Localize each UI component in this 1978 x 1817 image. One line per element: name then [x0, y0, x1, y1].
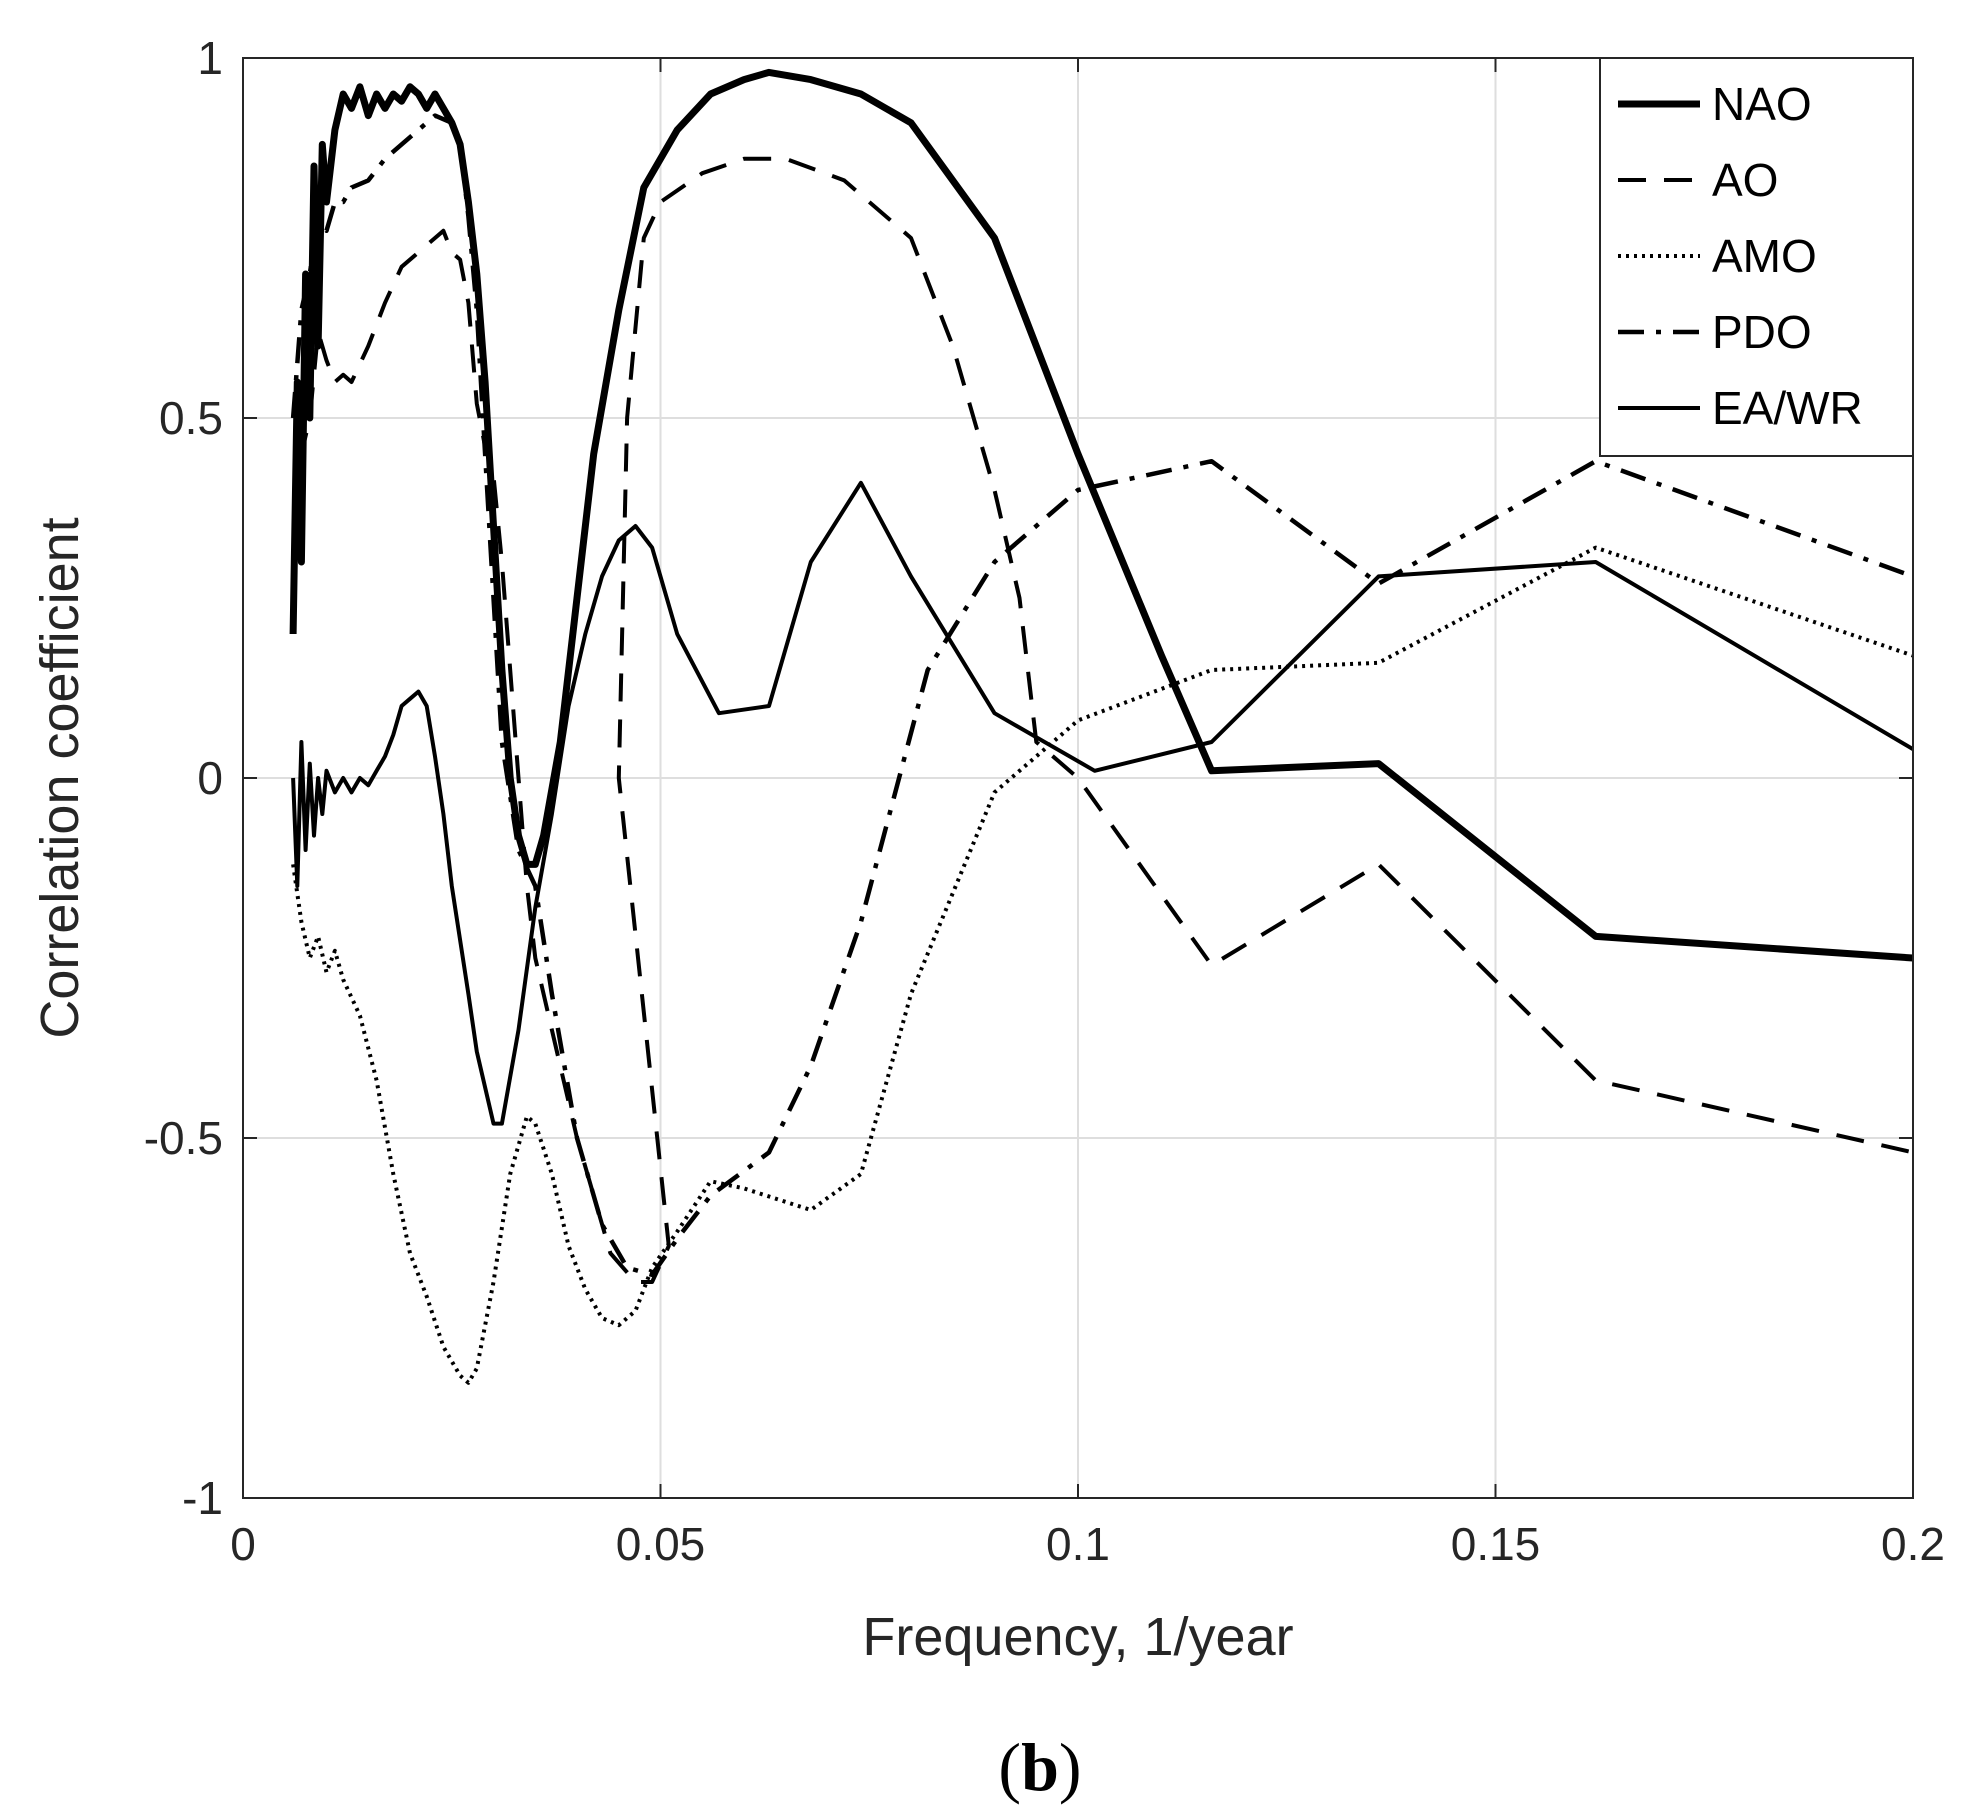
panel-label-letter: b [1021, 1729, 1059, 1805]
y-axis-ticks: -1 -0.5 0 0.5 1 [144, 32, 1913, 1524]
legend-label-amo: AMO [1712, 230, 1817, 282]
y-tick-label: 0.5 [159, 392, 223, 444]
legend: NAO AO AMO PDO EA/WR [1599, 57, 1914, 457]
legend-label-ea-wr: EA/WR [1712, 382, 1863, 434]
legend-box [1599, 57, 1914, 457]
x-tick-label: 0.05 [616, 1518, 706, 1570]
x-tick-label: 0.1 [1046, 1518, 1110, 1570]
x-tick-label: 0.2 [1881, 1518, 1945, 1570]
series-line-ao [291, 156, 1913, 1284]
y-tick-label: 1 [197, 32, 223, 84]
x-axis-ticks: 0 0.05 0.1 0.15 0.2 [230, 58, 1945, 1570]
legend-label-ao: AO [1712, 154, 1778, 206]
panel-label-open: ( [998, 1729, 1021, 1805]
y-tick-label: 0 [197, 752, 223, 804]
x-tick-label: 0 [230, 1518, 256, 1570]
y-tick-label: -0.5 [144, 1112, 223, 1164]
legend-label-nao: NAO [1712, 78, 1812, 130]
panel-label-close: ) [1059, 1729, 1082, 1805]
series-line-nao [289, 68, 1913, 962]
legend-label-pdo: PDO [1712, 306, 1812, 358]
series-lines [289, 68, 1913, 1385]
y-tick-label: -1 [182, 1472, 223, 1524]
x-axis-title: Frequency, 1/year [862, 1607, 1293, 1667]
y-axis-title: Correlation coefficient [30, 517, 90, 1038]
x-tick-label: 0.15 [1451, 1518, 1541, 1570]
series-line-ea-wr [291, 480, 1913, 1126]
panel-label: (b) [998, 1729, 1081, 1805]
